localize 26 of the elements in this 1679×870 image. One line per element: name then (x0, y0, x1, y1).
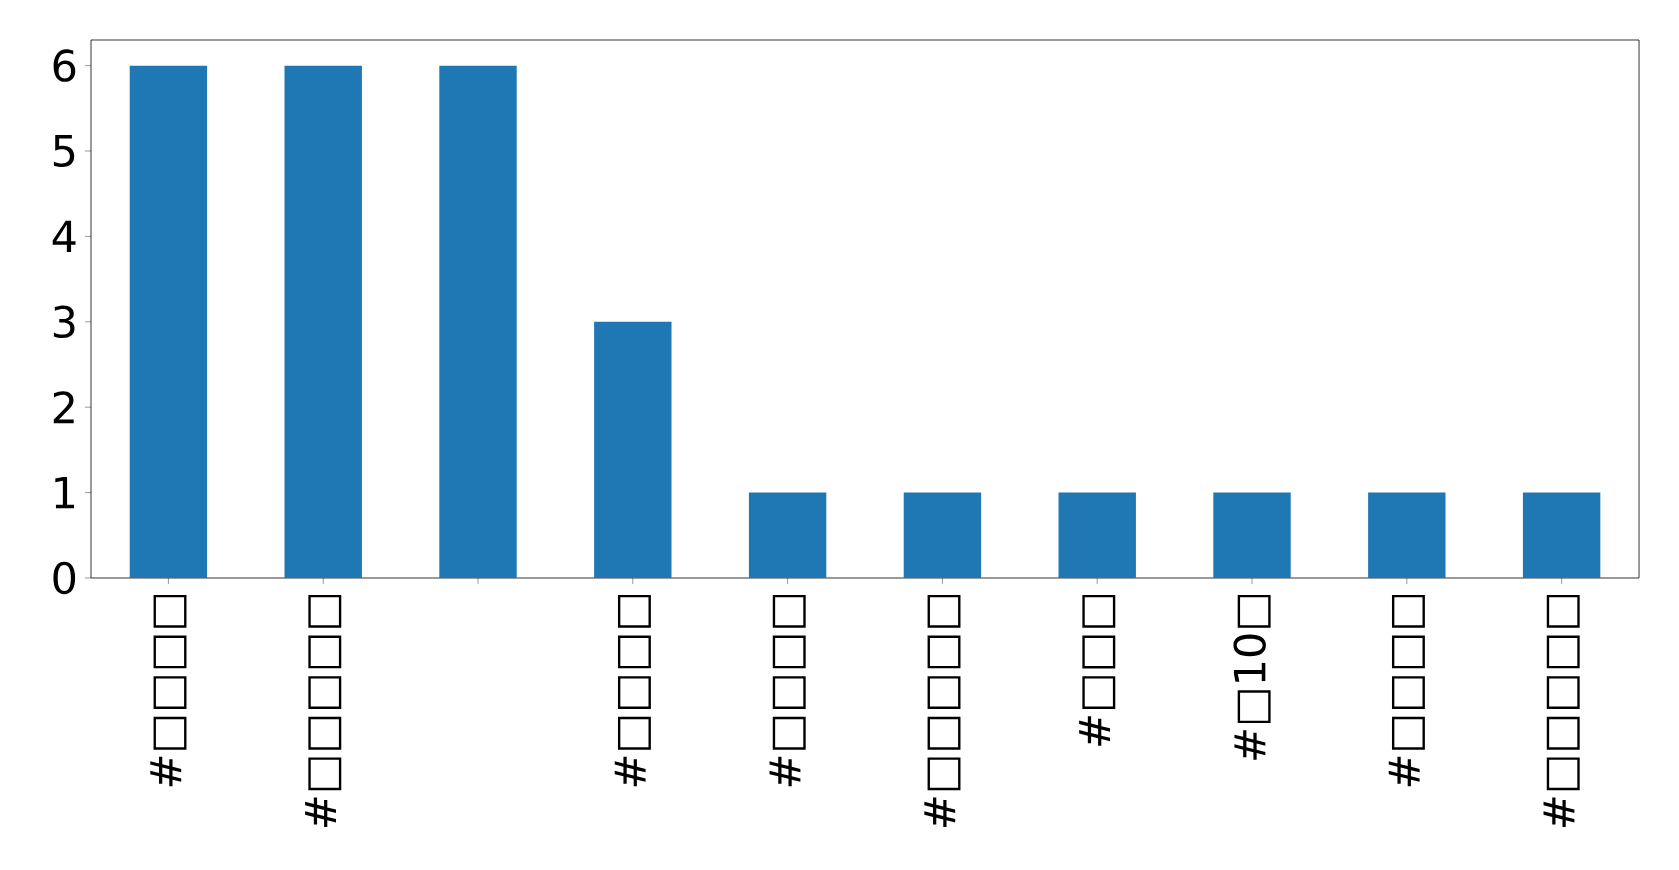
x-tick-label: #□□□□ (1388, 594, 1425, 787)
x-tick-label: #□□□□ (150, 594, 187, 787)
bar (1058, 492, 1136, 578)
y-tick-label: 2 (53, 391, 74, 424)
bar (284, 65, 362, 578)
bar (1213, 492, 1291, 578)
bar (129, 65, 208, 578)
x-tick-label: #□10□ (1233, 594, 1271, 760)
y-tick-label: 1 (55, 476, 74, 509)
bar (1368, 492, 1446, 578)
x-tick-label: #□□□□□ (305, 594, 342, 827)
y-tick-label: 3 (53, 305, 75, 339)
x-tick-label: #□□□□□ (924, 594, 961, 827)
bar (439, 65, 517, 578)
bar (1522, 492, 1601, 578)
x-tick-label: #□□□ (1079, 594, 1116, 746)
y-tick-label: 0 (53, 561, 76, 595)
x-tick-label: #□□□□□ (1543, 594, 1580, 827)
y-tick-label: 4 (52, 220, 76, 253)
x-tick-label: #□□□□ (614, 594, 651, 787)
x-tick-label: #□□□□ (769, 594, 806, 787)
y-tick-label: 5 (53, 135, 75, 167)
bar (903, 492, 982, 578)
bar (594, 321, 672, 578)
bar (748, 492, 827, 578)
y-tick-label: 6 (53, 49, 76, 82)
